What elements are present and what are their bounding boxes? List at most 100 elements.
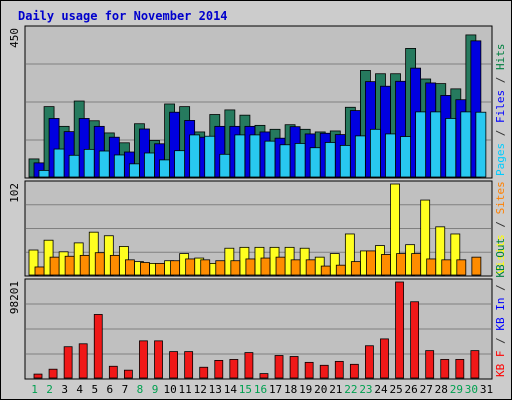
bar-pages-day-13 (219, 153, 231, 178)
bar-kb-f-day-8 (139, 340, 148, 379)
bar-pages-day-2 (53, 148, 65, 178)
bar-kb-f-day-7 (123, 369, 133, 379)
x-tick-label-5: 5 (91, 383, 98, 396)
x-tick-label-25: 25 (389, 383, 402, 396)
bar-sites-day-11 (185, 258, 196, 276)
bar-sites-day-4 (79, 254, 90, 276)
bar-pages-day-17 (279, 144, 291, 178)
legend-part: / (494, 278, 507, 298)
bar-sites-day-17 (275, 256, 286, 276)
bar-kb-f-day-2 (48, 368, 58, 379)
bar-kb-f-day-26 (410, 301, 420, 379)
x-tick-label-9: 9 (152, 383, 159, 396)
x-tick-label-3: 3 (61, 383, 68, 396)
bar-visits-day-27 (420, 199, 431, 276)
bar-kb-f-day-20 (319, 364, 329, 379)
x-tick-label-6: 6 (107, 383, 114, 396)
bar-visits-day-25 (390, 183, 400, 276)
bar-pages-day-22 (354, 135, 366, 178)
x-tick-label-11: 11 (179, 383, 192, 396)
panel-top-legend: Pages / Files / Hits (494, 44, 507, 177)
legend-part: / (494, 214, 507, 234)
bar-kb-f-day-11 (184, 351, 194, 379)
x-tick-label-15: 15 (239, 383, 252, 396)
legend-part: Visits (494, 234, 507, 274)
bar-pages-day-3 (68, 154, 80, 178)
x-tick-label-14: 14 (224, 383, 238, 396)
bar-sites-day-30 (471, 256, 482, 276)
bar-kb-f-day-14 (229, 359, 239, 379)
x-tick-label-17: 17 (269, 383, 282, 396)
legend-part: Sites (494, 181, 507, 214)
bar-pages-day-12 (204, 135, 216, 178)
panel-top-max-label: 450 (8, 28, 21, 48)
bar-visits-day-1 (28, 249, 39, 276)
bar-sites-day-12 (200, 259, 211, 276)
bar-sites-day-5 (94, 252, 105, 276)
x-tick-label-23: 23 (359, 383, 372, 396)
bar-kb-f-day-15 (244, 352, 254, 379)
bar-pages-day-29 (460, 111, 472, 178)
bar-kb-f-day-4 (78, 343, 88, 379)
x-tick-label-28: 28 (435, 383, 448, 396)
bar-pages-day-8 (144, 152, 155, 178)
x-tick-label-4: 4 (76, 383, 83, 396)
bar-pages-day-19 (309, 147, 321, 178)
bar-pages-day-1 (38, 170, 50, 178)
panel-bottom-legend: KB F / KB In / KB Out (494, 238, 507, 377)
bar-sites-day-1 (34, 266, 45, 276)
bar-sites-day-8 (140, 262, 150, 276)
panel-bottom-max-label: 98201 (8, 281, 21, 314)
series-pages (38, 111, 487, 178)
bar-kb-f-day-17 (274, 355, 284, 379)
bar-kb-f-day-28 (440, 359, 450, 379)
bar-pages-day-11 (189, 134, 201, 178)
bar-visits-day-28 (435, 226, 446, 276)
bar-kb-f-day-22 (349, 363, 359, 379)
bar-sites-day-7 (124, 259, 135, 276)
bar-sites-day-28 (441, 259, 452, 276)
bar-pages-day-18 (294, 143, 306, 178)
bar-kb-f-day-16 (259, 373, 269, 379)
x-tick-label-26: 26 (405, 383, 418, 396)
x-tick-label-16: 16 (254, 383, 267, 396)
bar-pages-day-28 (445, 118, 457, 178)
x-tick-label-10: 10 (163, 383, 176, 396)
panels-group: 450 Pages / Files / Hits 102 Visits / Sites… (8, 25, 507, 380)
bar-pages-day-10 (174, 150, 185, 178)
bar-pages-day-25 (400, 136, 411, 178)
series-sites (34, 250, 482, 276)
bar-kb-f-day-21 (334, 360, 344, 379)
bar-kb-f-day-3 (63, 346, 73, 379)
bar-sites-day-16 (260, 257, 271, 276)
bar-sites-day-24 (381, 254, 391, 276)
bar-pages-day-15 (249, 134, 261, 178)
chart-title: Daily usage for November 2014 (18, 9, 228, 23)
bar-pages-day-7 (128, 163, 140, 178)
bar-pages-day-16 (264, 140, 276, 178)
bar-pages-day-27 (430, 111, 442, 178)
bar-pages-day-9 (159, 159, 170, 178)
panel-middle-max-label: 102 (8, 183, 21, 203)
bar-kb-f-day-5 (93, 314, 103, 379)
bar-pages-day-6 (113, 154, 125, 178)
legend-part: / (494, 123, 507, 143)
series-kb-f (33, 281, 480, 379)
bar-pages-day-4 (83, 148, 95, 178)
x-tick-label-30: 30 (465, 383, 478, 396)
bar-sites-day-15 (245, 258, 256, 276)
panel-top: 450 Pages / Files / Hits (8, 25, 507, 179)
bar-sites-day-13 (215, 260, 226, 276)
x-tick-label-24: 24 (374, 383, 388, 396)
legend-part: / (494, 331, 507, 351)
bar-kb-f-day-1 (33, 373, 43, 379)
bar-visits-day-29 (450, 233, 461, 276)
bar-sites-day-27 (426, 258, 437, 276)
bar-kb-f-day-30 (470, 350, 480, 379)
bar-sites-day-25 (396, 253, 406, 276)
bar-visits-day-21 (329, 253, 340, 276)
x-tick-label-1: 1 (31, 383, 38, 396)
bar-visits-day-22 (344, 233, 355, 276)
legend-part: KB In (494, 298, 507, 331)
